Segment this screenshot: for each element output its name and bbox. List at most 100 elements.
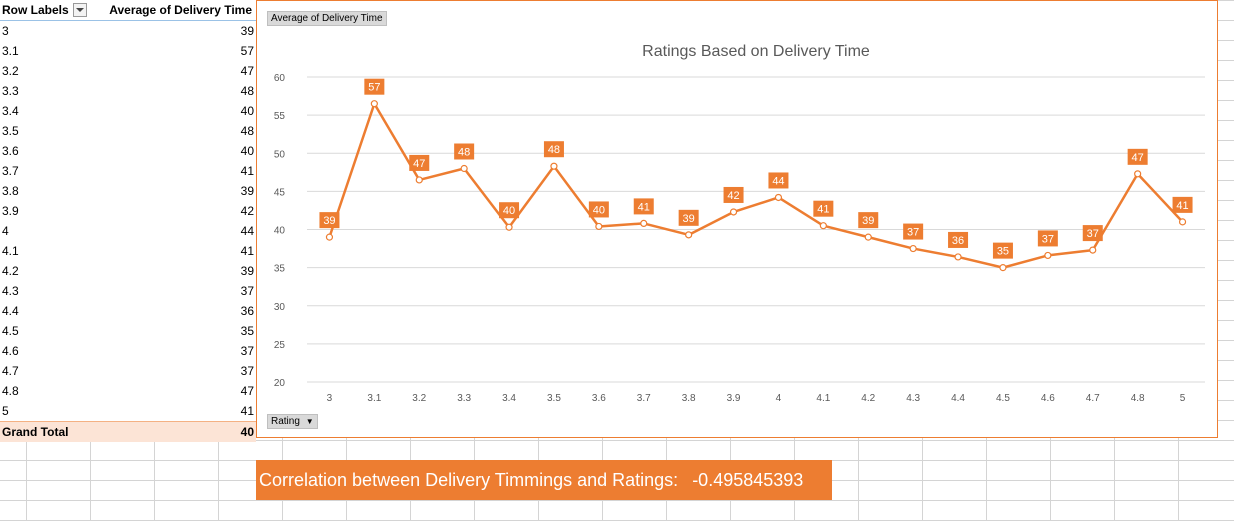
pivot-row[interactable]: 3.7 41 xyxy=(0,161,256,181)
pivot-row[interactable]: 4.8 47 xyxy=(0,381,256,401)
pivot-row[interactable]: 4.1 41 xyxy=(0,241,256,261)
data-point xyxy=(1134,170,1142,178)
y-tick-label: 25 xyxy=(274,340,286,351)
data-point xyxy=(909,244,917,253)
data-label-box xyxy=(409,154,430,171)
pivot-row[interactable]: 3.5 48 xyxy=(0,121,256,141)
pivot-row-value: 44 xyxy=(240,224,254,238)
pivot-row[interactable]: 4.5 35 xyxy=(0,321,256,341)
pivot-row-label: 4.4 xyxy=(2,304,19,318)
pivot-row-value: 41 xyxy=(240,164,254,178)
data-label-box xyxy=(454,143,475,160)
pivot-row[interactable]: 3.2 47 xyxy=(0,61,256,81)
row-labels-filter-dropdown-icon[interactable] xyxy=(72,3,87,17)
data-label: 36 xyxy=(952,235,964,247)
data-label: 47 xyxy=(1132,152,1144,164)
axis-field-label: Rating xyxy=(271,416,300,427)
x-tick-label: 4 xyxy=(776,393,782,404)
pivot-row-label: 3 xyxy=(2,24,9,38)
x-tick-label: 4.2 xyxy=(861,393,875,404)
x-tick-label: 3.5 xyxy=(547,393,561,404)
pivot-row[interactable]: 4.7 37 xyxy=(0,361,256,381)
pivot-row-value: 47 xyxy=(240,64,254,78)
grand-total-label: Grand Total xyxy=(2,425,69,439)
series-line xyxy=(328,102,1184,269)
data-label: 47 xyxy=(413,158,425,170)
x-tick-label: 5 xyxy=(1180,393,1186,404)
data-point xyxy=(999,264,1007,272)
pivot-row[interactable]: 3 39 xyxy=(0,21,256,41)
data-label-box xyxy=(364,78,385,95)
data-label: 40 xyxy=(593,204,605,216)
grand-total-row[interactable]: Grand Total 40 xyxy=(0,421,256,442)
pivot-row[interactable]: 4.4 36 xyxy=(0,301,256,321)
grand-total-value: 40 xyxy=(240,425,254,439)
data-point xyxy=(819,222,827,230)
data-label-box xyxy=(858,212,879,229)
pivot-row[interactable]: 4.6 37 xyxy=(0,341,256,361)
data-label-box xyxy=(1127,148,1148,165)
x-tick-label: 3.4 xyxy=(502,393,516,404)
data-label: 42 xyxy=(727,190,739,202)
pivot-rows: 3 39 3.1 57 3.2 47 3.3 48 3.4 40 3.5 48 3.6 40 3.7 41 3.… xyxy=(0,21,256,421)
pivot-row-label: 3.6 xyxy=(2,144,19,158)
x-tick-label: 3.8 xyxy=(682,393,696,404)
pivot-row[interactable]: 3.6 40 xyxy=(0,141,256,161)
x-tick-label: 3.3 xyxy=(457,393,471,404)
x-tick-label: 3.1 xyxy=(367,393,381,404)
y-tick-label: 20 xyxy=(274,378,286,389)
data-point xyxy=(595,222,603,231)
data-label-box xyxy=(1172,196,1193,213)
pivot-row[interactable]: 4.2 39 xyxy=(0,261,256,281)
pivot-row-value: 40 xyxy=(240,104,254,118)
pivot-row[interactable]: 3.4 40 xyxy=(0,101,256,121)
data-point xyxy=(1089,246,1097,254)
x-tick-label: 3.6 xyxy=(592,393,606,404)
pivot-row[interactable]: 3.3 48 xyxy=(0,81,256,101)
data-point xyxy=(1178,218,1187,226)
pivot-row-label: 4.7 xyxy=(2,364,19,378)
data-label-box xyxy=(588,201,609,218)
data-point xyxy=(774,193,783,202)
pivot-row[interactable]: 5 41 xyxy=(0,401,256,421)
pivot-row-label: 3.8 xyxy=(2,184,19,198)
y-tick-label: 40 xyxy=(274,226,286,237)
data-label: 35 xyxy=(997,246,1009,258)
data-label: 48 xyxy=(458,147,470,159)
pivot-row[interactable]: 3.8 39 xyxy=(0,181,256,201)
x-tick-label: 3.2 xyxy=(412,393,426,404)
x-tick-label: 4.8 xyxy=(1131,393,1145,404)
y-tick-label: 35 xyxy=(274,264,286,275)
data-point xyxy=(729,208,738,216)
pivot-row-label: 3.5 xyxy=(2,124,19,138)
values-field-button[interactable]: Average of Delivery Time xyxy=(267,11,387,26)
pivot-row[interactable]: 3.1 57 xyxy=(0,41,256,61)
data-label-box xyxy=(633,198,654,215)
y-tick-label: 55 xyxy=(274,111,286,122)
pivot-row[interactable]: 4 44 xyxy=(0,221,256,241)
x-tick-label: 4.4 xyxy=(951,393,965,404)
data-label-box xyxy=(768,172,789,189)
data-label-box xyxy=(992,242,1013,259)
data-label: 37 xyxy=(907,227,919,239)
axis-field-button[interactable]: Rating ▼ xyxy=(267,414,318,429)
pivot-row-value: 39 xyxy=(240,264,254,278)
pivot-row[interactable]: 3.9 42 xyxy=(0,201,256,221)
pivot-row-value: 57 xyxy=(240,44,254,58)
data-point xyxy=(370,100,378,108)
pivot-row[interactable]: 4.3 37 xyxy=(0,281,256,301)
data-point xyxy=(505,223,513,231)
data-label-box xyxy=(1082,225,1103,242)
pivot-row-label: 4.2 xyxy=(2,264,19,278)
data-label: 39 xyxy=(862,215,874,227)
data-point xyxy=(1044,251,1052,260)
row-labels-header: Row Labels xyxy=(2,3,69,17)
correlation-label: Correlation between Delivery Timmings an… xyxy=(259,469,679,490)
y-tick-label: 45 xyxy=(274,187,286,198)
pivot-row-value: 42 xyxy=(240,204,254,218)
line-chart[interactable]: Average of Delivery Time Ratings Based o… xyxy=(256,0,1218,438)
correlation-banner[interactable]: Correlation between Delivery Timmings an… xyxy=(256,460,832,500)
value-header: Average of Delivery Time xyxy=(109,3,252,17)
data-point xyxy=(460,164,468,173)
x-tick-label: 4.3 xyxy=(906,393,920,404)
